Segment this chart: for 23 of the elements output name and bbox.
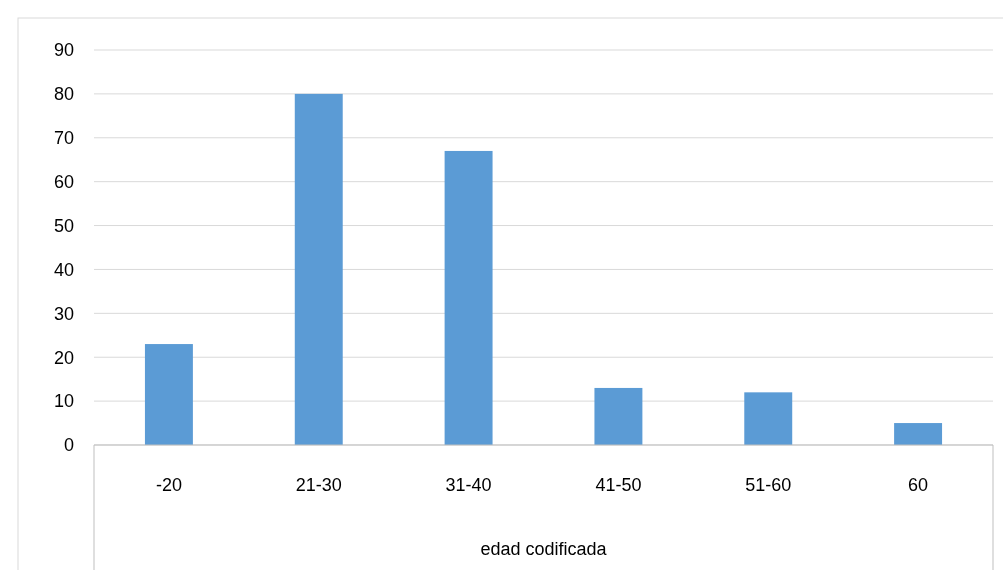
- y-tick-label: 80: [53, 84, 74, 105]
- bar: [594, 387, 643, 445]
- x-tick-label: 31-40: [445, 475, 492, 496]
- y-tick-label: 50: [53, 215, 74, 236]
- y-tick-label: 90: [53, 40, 74, 61]
- bar: [444, 150, 493, 445]
- x-tick-label: 41-50: [595, 475, 642, 496]
- y-tick-label: 20: [53, 347, 74, 368]
- y-tick-label: 40: [53, 259, 74, 280]
- bar: [744, 392, 793, 445]
- y-tick-label: 30: [53, 303, 74, 324]
- x-tick-label: -20: [155, 475, 182, 496]
- y-tick-label: 60: [53, 171, 74, 192]
- x-axis-title: edad codificada: [480, 539, 608, 559]
- y-tick-label: 70: [53, 128, 74, 149]
- y-tick-label: 10: [53, 391, 74, 412]
- bar: [294, 93, 343, 445]
- x-tick-label: 60: [908, 475, 929, 496]
- bar: [894, 423, 943, 445]
- x-tick-label: 21-30: [295, 475, 342, 496]
- bar: [144, 344, 193, 445]
- x-tick-label: 51-60: [745, 475, 792, 496]
- y-tick-label: 0: [63, 435, 74, 456]
